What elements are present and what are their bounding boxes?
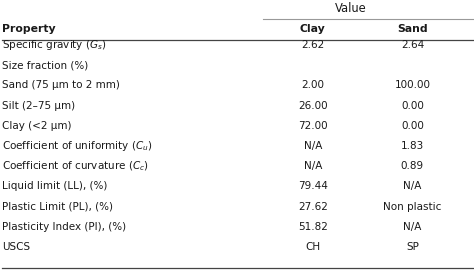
Text: Silt (2–75 μm): Silt (2–75 μm) — [2, 101, 75, 111]
Text: N/A: N/A — [403, 222, 421, 232]
Text: Size fraction (%): Size fraction (%) — [2, 60, 89, 70]
Text: Value: Value — [335, 2, 366, 15]
Text: 1.83: 1.83 — [401, 141, 424, 151]
Text: 2.64: 2.64 — [401, 40, 424, 50]
Text: Non plastic: Non plastic — [383, 202, 442, 212]
Text: N/A: N/A — [304, 161, 322, 171]
Text: 100.00: 100.00 — [394, 81, 430, 90]
Text: N/A: N/A — [403, 182, 421, 191]
Text: 72.00: 72.00 — [298, 121, 328, 131]
Text: Sand: Sand — [397, 24, 428, 34]
Text: USCS: USCS — [2, 242, 30, 252]
Text: Property: Property — [2, 24, 56, 34]
Text: SP: SP — [406, 242, 419, 252]
Text: 79.44: 79.44 — [298, 182, 328, 191]
Text: 2.00: 2.00 — [301, 81, 324, 90]
Text: 26.00: 26.00 — [298, 101, 328, 111]
Text: 2.62: 2.62 — [301, 40, 325, 50]
Text: 0.00: 0.00 — [401, 121, 424, 131]
Text: 27.62: 27.62 — [298, 202, 328, 212]
Text: Liquid limit (LL), (%): Liquid limit (LL), (%) — [2, 182, 108, 191]
Text: 0.00: 0.00 — [401, 101, 424, 111]
Text: 0.89: 0.89 — [401, 161, 424, 171]
Text: Clay: Clay — [300, 24, 326, 34]
Text: Specific gravity ($G_s$): Specific gravity ($G_s$) — [2, 38, 107, 52]
Text: Clay (<2 μm): Clay (<2 μm) — [2, 121, 72, 131]
Text: Coefficient of curvature ($C_c$): Coefficient of curvature ($C_c$) — [2, 159, 149, 173]
Text: Plasticity Index (PI), (%): Plasticity Index (PI), (%) — [2, 222, 127, 232]
Text: CH: CH — [305, 242, 320, 252]
Text: Plastic Limit (PL), (%): Plastic Limit (PL), (%) — [2, 202, 113, 212]
Text: 51.82: 51.82 — [298, 222, 328, 232]
Text: Sand (75 μm to 2 mm): Sand (75 μm to 2 mm) — [2, 81, 120, 90]
Text: N/A: N/A — [304, 141, 322, 151]
Text: Coefficient of uniformity ($C_u$): Coefficient of uniformity ($C_u$) — [2, 139, 153, 153]
